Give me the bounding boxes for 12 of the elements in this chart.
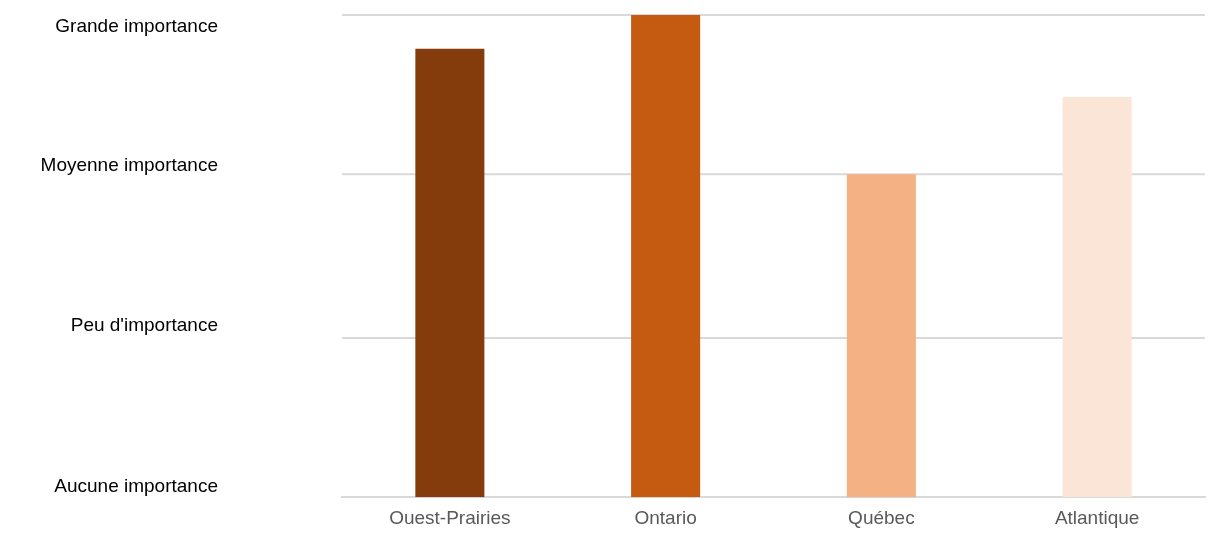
text: Aucune importance [54,475,218,498]
x-tick-label: Atlantique [1054,506,1140,528]
bar [1062,96,1132,498]
bar [631,15,701,498]
bar [415,48,485,498]
x-tick-label: Québec [848,506,915,528]
x-tick-label: Ontario [634,506,697,528]
text: Grande importance [55,15,218,37]
text: Moyenne importance [40,153,218,176]
text: Peu d'importance [70,314,218,337]
bar [846,174,916,498]
x-tick-label: Ouest-Prairies [389,506,511,528]
